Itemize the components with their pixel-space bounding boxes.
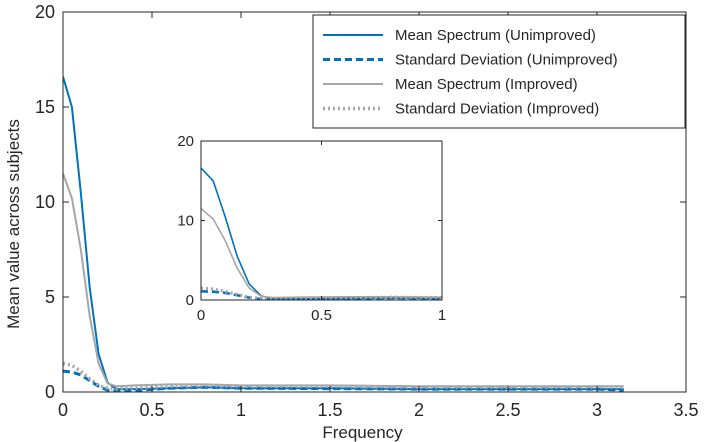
main-x-tick-label: 1 xyxy=(236,400,246,420)
inset-plot-area xyxy=(201,141,442,300)
inset-y-tick-label: 20 xyxy=(177,133,194,150)
main-x-tick-label: 3.5 xyxy=(673,400,698,420)
inset-x-tick-label: 0 xyxy=(197,307,205,324)
main-y-tick-label: 0 xyxy=(45,382,55,402)
x-axis-title: Frequency xyxy=(322,423,403,442)
inset-y-tick-label: 10 xyxy=(177,213,194,230)
inset-x-tick-label: 1 xyxy=(438,307,446,324)
inset-x-tick-label: 0.5 xyxy=(311,307,332,324)
main-x-tick-label: 0 xyxy=(58,400,68,420)
legend-label-4: Standard Deviation (Improved) xyxy=(395,101,599,118)
main-x-tick-label: 2 xyxy=(414,400,424,420)
main-y-tick-label: 5 xyxy=(45,287,55,307)
main-x-tick-label: 2.5 xyxy=(495,400,520,420)
main-y-tick-label: 10 xyxy=(35,192,55,212)
main-series-line-3 xyxy=(63,173,624,388)
inset-series-group xyxy=(201,167,442,300)
main-x-tick-label: 3 xyxy=(592,400,602,420)
main-x-tick-label: 0.5 xyxy=(139,400,164,420)
legend-label-3: Mean Spectrum (Improved) xyxy=(395,76,578,93)
y-axis-title: Mean value across subjects xyxy=(4,119,23,329)
main-x-tick-label: 1.5 xyxy=(317,400,342,420)
legend: Mean Spectrum (Unimproved) Standard Devia… xyxy=(312,14,686,129)
inset-series-line-4 xyxy=(201,286,442,300)
inset-y-tick-label: 0 xyxy=(186,292,194,309)
main-y-tick-label: 15 xyxy=(35,97,55,117)
main-y-tick-label: 20 xyxy=(35,2,55,22)
legend-label-2: Standard Deviation (Unimproved) xyxy=(395,52,618,69)
legend-label-1: Mean Spectrum (Unimproved) xyxy=(395,27,596,44)
